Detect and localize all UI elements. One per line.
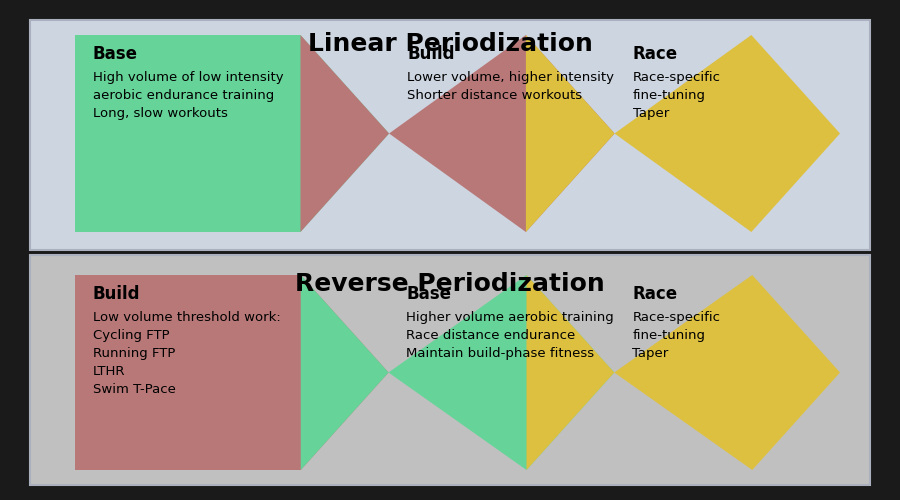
Text: Reverse Periodization: Reverse Periodization — [295, 272, 605, 296]
Text: High volume of low intensity
aerobic endurance training
Long, slow workouts: High volume of low intensity aerobic end… — [93, 72, 284, 120]
FancyBboxPatch shape — [30, 255, 870, 485]
Text: Base: Base — [407, 285, 452, 303]
Text: Lower volume, higher intensity
Shorter distance workouts: Lower volume, higher intensity Shorter d… — [407, 72, 614, 102]
Polygon shape — [526, 35, 840, 232]
FancyBboxPatch shape — [30, 20, 870, 250]
Text: Base: Base — [93, 45, 138, 63]
Text: Higher volume aerobic training
Race distance endurance
Maintain build-phase fitn: Higher volume aerobic training Race dist… — [407, 312, 614, 360]
Polygon shape — [526, 275, 840, 470]
Text: Build: Build — [93, 285, 140, 303]
Polygon shape — [75, 275, 389, 470]
Text: Linear Periodization: Linear Periodization — [308, 32, 592, 56]
Text: Race: Race — [632, 285, 678, 303]
Text: Race-specific
fine-tuning
Taper: Race-specific fine-tuning Taper — [633, 72, 721, 120]
Polygon shape — [75, 35, 389, 232]
Polygon shape — [301, 35, 615, 232]
Text: Build: Build — [407, 45, 454, 63]
Text: Race: Race — [633, 45, 678, 63]
Polygon shape — [301, 275, 614, 470]
Text: Low volume threshold work:
Cycling FTP
Running FTP
LTHR
Swim T-Pace: Low volume threshold work: Cycling FTP R… — [93, 312, 281, 396]
Text: Race-specific
fine-tuning
Taper: Race-specific fine-tuning Taper — [632, 312, 720, 360]
